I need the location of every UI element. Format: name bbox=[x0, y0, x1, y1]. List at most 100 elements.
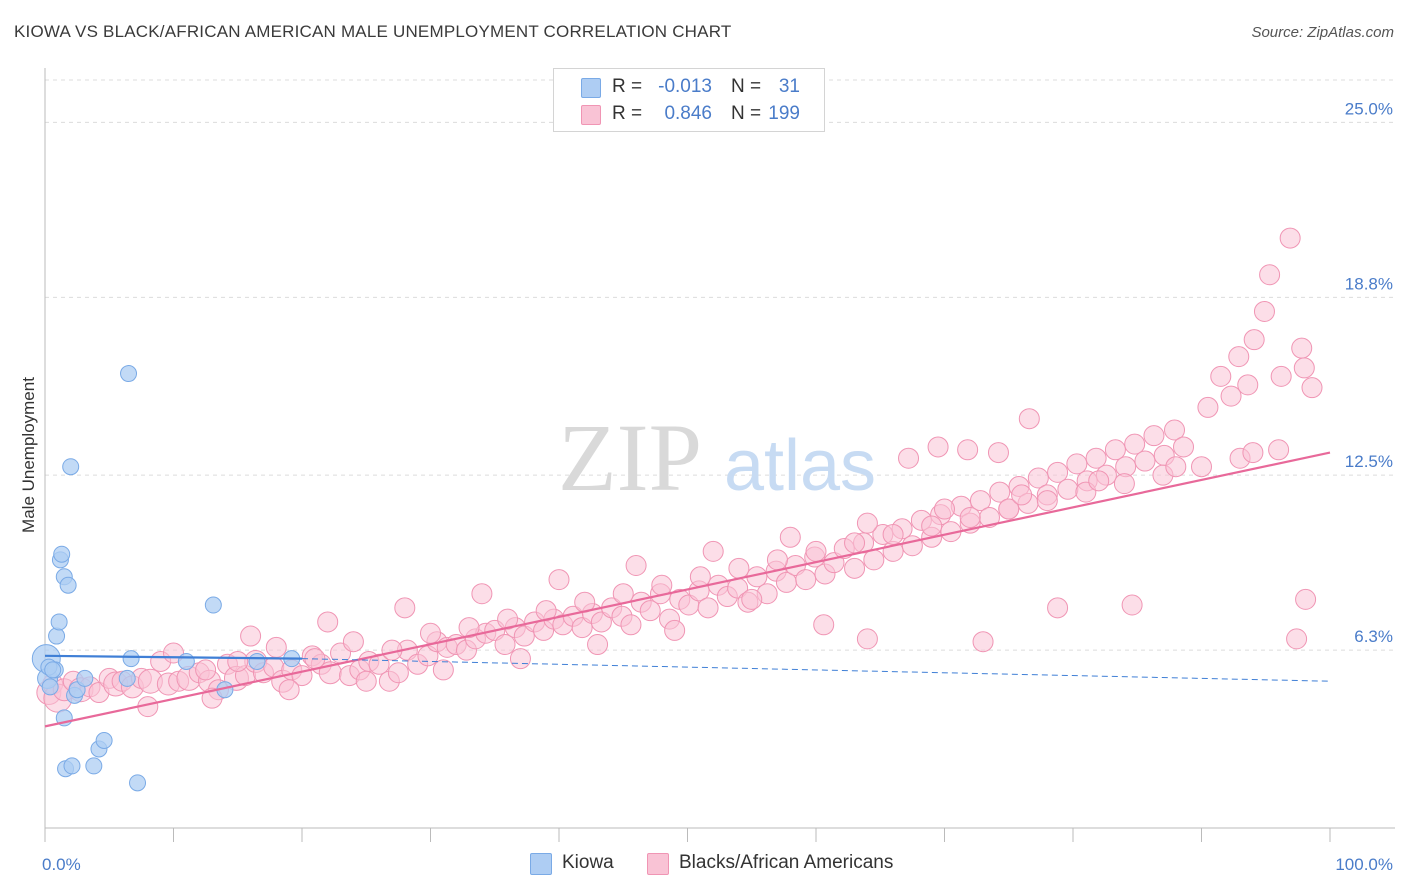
point-blacks bbox=[587, 634, 609, 656]
point-blacks bbox=[741, 588, 763, 610]
blacks-swatch bbox=[647, 853, 669, 875]
point-blacks bbox=[1270, 365, 1292, 387]
series-legend: Kiowa Blacks/African Americans bbox=[0, 852, 1406, 878]
point-blacks bbox=[1066, 453, 1088, 475]
grid-lines bbox=[45, 79, 1395, 651]
point-blacks bbox=[779, 526, 801, 548]
point-blacks bbox=[1253, 300, 1275, 322]
point-blacks bbox=[697, 597, 719, 619]
point-kiowa bbox=[59, 576, 77, 594]
point-blacks bbox=[265, 636, 287, 658]
point-blacks bbox=[1301, 377, 1323, 399]
axes bbox=[44, 68, 1395, 842]
point-kiowa bbox=[41, 678, 59, 696]
point-blacks bbox=[1291, 337, 1313, 359]
point-blacks bbox=[1134, 450, 1156, 472]
point-blacks bbox=[195, 659, 217, 681]
source-label: Source: ZipAtlas.com bbox=[1251, 24, 1394, 41]
series-kiowa-points bbox=[31, 365, 301, 792]
point-blacks bbox=[1173, 436, 1195, 458]
point-blacks bbox=[1259, 264, 1281, 286]
legend-label: Blacks/African Americans bbox=[679, 852, 894, 873]
point-blacks bbox=[1113, 473, 1135, 495]
y-tick-label: 12.5% bbox=[1345, 452, 1393, 471]
point-blacks bbox=[1191, 456, 1212, 478]
point-blacks bbox=[513, 625, 535, 647]
point-blacks bbox=[1164, 419, 1186, 441]
point-blacks bbox=[972, 631, 994, 653]
point-kiowa bbox=[248, 652, 266, 670]
point-blacks bbox=[989, 481, 1011, 503]
point-blacks bbox=[1279, 227, 1301, 249]
point-blacks bbox=[728, 557, 750, 579]
point-blacks bbox=[969, 490, 991, 512]
point-blacks bbox=[278, 679, 300, 701]
point-blacks bbox=[957, 439, 979, 461]
point-blacks bbox=[1047, 461, 1069, 483]
point-blacks bbox=[1047, 597, 1069, 619]
point-kiowa bbox=[50, 613, 68, 631]
legend-label: Kiowa bbox=[562, 852, 614, 873]
point-blacks bbox=[1165, 456, 1187, 478]
point-blacks bbox=[1210, 365, 1232, 387]
point-blacks bbox=[1268, 439, 1290, 461]
point-blacks bbox=[882, 523, 904, 545]
trend-blacks bbox=[44, 451, 1331, 728]
point-blacks bbox=[1242, 442, 1264, 464]
point-blacks bbox=[387, 662, 409, 684]
watermark-atlas: atlas bbox=[724, 426, 876, 506]
point-blacks bbox=[509, 648, 531, 670]
point-blacks bbox=[1293, 357, 1315, 379]
point-blacks bbox=[856, 628, 878, 650]
point-kiowa bbox=[120, 365, 138, 383]
point-blacks bbox=[1197, 396, 1219, 418]
point-blacks bbox=[1295, 588, 1317, 610]
point-kiowa bbox=[63, 757, 81, 775]
x-tick-label: 0.0% bbox=[42, 855, 81, 874]
tick-labels: 6.3% 12.5% 18.8% 25.0% 0.0% 100.0% bbox=[42, 99, 1393, 874]
point-blacks bbox=[805, 540, 827, 562]
point-kiowa bbox=[85, 757, 103, 775]
point-blacks bbox=[1243, 329, 1265, 351]
r-label: R = bbox=[612, 76, 643, 97]
x-tick-label: 100.0% bbox=[1335, 855, 1393, 874]
point-blacks bbox=[571, 617, 593, 639]
point-blacks bbox=[639, 600, 661, 622]
point-blacks bbox=[1085, 447, 1107, 469]
point-blacks bbox=[863, 549, 885, 571]
point-kiowa bbox=[129, 774, 147, 792]
point-blacks bbox=[766, 549, 788, 571]
point-blacks bbox=[651, 574, 673, 596]
chart-title: KIOWA VS BLACK/AFRICAN AMERICAN MALE UNE… bbox=[14, 22, 732, 41]
point-blacks bbox=[1228, 346, 1250, 368]
point-kiowa bbox=[95, 731, 113, 749]
point-blacks bbox=[689, 566, 711, 588]
point-blacks bbox=[201, 687, 223, 709]
trend-kiowa bbox=[44, 654, 303, 660]
point-blacks bbox=[898, 447, 920, 469]
point-blacks bbox=[420, 622, 441, 644]
point-blacks bbox=[1104, 439, 1126, 461]
n-value: 31 bbox=[778, 76, 800, 97]
trend-kiowa-extension bbox=[301, 658, 1331, 682]
point-blacks bbox=[702, 540, 724, 562]
point-blacks bbox=[1143, 425, 1165, 447]
trend-lines bbox=[44, 451, 1331, 728]
point-blacks bbox=[355, 670, 377, 692]
point-blacks bbox=[227, 650, 249, 672]
point-blacks bbox=[1018, 408, 1040, 430]
watermark-zip: ZIP bbox=[558, 404, 702, 511]
point-blacks bbox=[844, 532, 866, 554]
point-blacks bbox=[1121, 594, 1143, 616]
point-blacks bbox=[497, 608, 519, 630]
kiowa-swatch bbox=[530, 853, 552, 875]
point-blacks bbox=[901, 535, 923, 557]
point-blacks bbox=[590, 611, 612, 633]
point-blacks bbox=[432, 659, 454, 681]
point-kiowa bbox=[48, 627, 66, 645]
point-kiowa bbox=[122, 650, 140, 668]
point-blacks bbox=[394, 597, 416, 619]
point-blacks bbox=[458, 617, 480, 639]
stats-row-kiowa: R = -0.013 N = 31 bbox=[554, 74, 824, 100]
